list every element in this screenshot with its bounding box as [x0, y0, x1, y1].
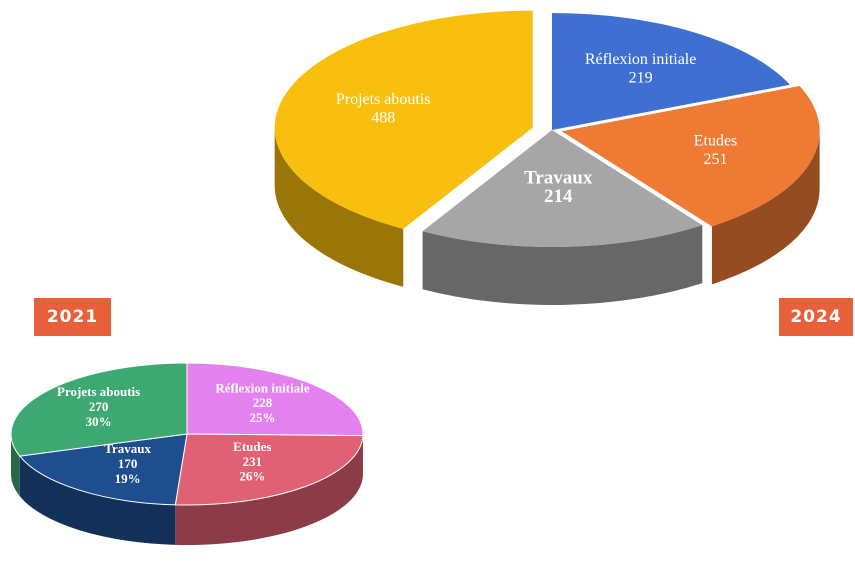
slice-projets-aboutis — [274, 10, 533, 229]
slice-category-label: Etudes — [694, 132, 738, 149]
slice-value-label: 488 — [371, 109, 395, 126]
slice-percent-label: 25% — [250, 410, 276, 425]
slice-value-label: 251 — [704, 151, 728, 168]
year-badge-2021: 2021 — [34, 298, 111, 336]
slice-category-label: Réflexion initiale — [215, 380, 309, 395]
slice-percent-label: 19% — [115, 471, 141, 486]
slice-value-label: 228 — [253, 395, 273, 410]
slice-reflexion-initiale — [186, 362, 364, 437]
slice-side-etudes — [711, 131, 820, 285]
slice-category-label: Projets aboutis — [57, 384, 140, 399]
slice-label-etudes: Etudes 251 — [694, 132, 738, 167]
slice-side-travaux — [422, 225, 703, 305]
slice-travaux — [422, 130, 703, 247]
slice-value-label: 214 — [544, 186, 573, 207]
slice-projets-aboutis — [10, 362, 188, 457]
slice-side-projets-aboutis — [11, 434, 20, 497]
slice-category-label: Projets aboutis — [336, 91, 431, 108]
slice-side-travaux — [19, 456, 176, 545]
slice-side-etudes — [175, 435, 363, 545]
slice-etudes — [174, 433, 364, 506]
slice-category-label: Réflexion initiale — [585, 51, 697, 68]
slice-category-label: Etudes — [233, 439, 271, 454]
slice-reflexion-initiale — [552, 13, 790, 130]
slice-etudes — [561, 86, 820, 227]
slice-value-label: 170 — [118, 456, 138, 471]
slice-category-label: Travaux — [104, 441, 151, 456]
slice-travaux — [18, 433, 188, 506]
year-badge-2024: 2024 — [779, 298, 853, 336]
slice-percent-label: 30% — [86, 414, 112, 429]
slice-value-label: 219 — [629, 69, 653, 86]
slice-side-projets-aboutis — [274, 127, 404, 287]
slice-value-label: 231 — [243, 454, 263, 469]
slice-category-label: Travaux — [524, 168, 593, 189]
slice-percent-label: 26% — [239, 469, 265, 484]
slice-value-label: 270 — [89, 399, 109, 414]
